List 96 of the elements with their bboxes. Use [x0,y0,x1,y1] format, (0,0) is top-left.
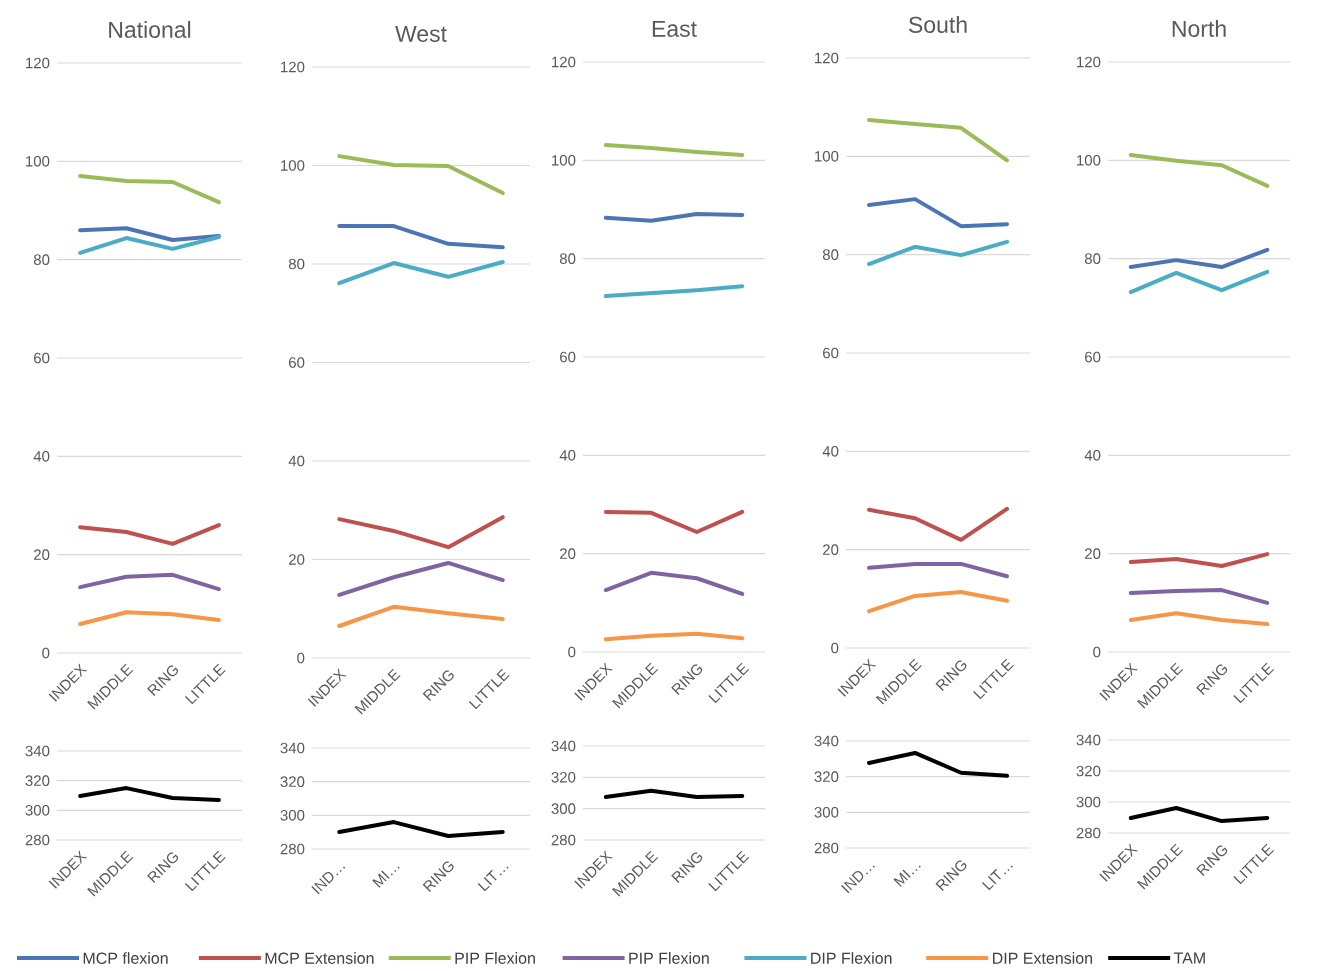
y-tick-label: 120 [281,61,305,73]
y-tick-label: 60 [823,347,839,359]
y-tick-label: 60 [289,357,305,368]
line-series [603,570,745,596]
y-tick-label: 280 [814,842,839,854]
y-tick-label: 80 [288,258,305,270]
legend-label: DIP Extension [993,952,1093,964]
y-tick-label: 300 [814,807,839,818]
y-tick-label: 40 [559,450,576,461]
y-tick-label: 60 [560,351,576,363]
legend-label: MCP flexion [83,952,168,964]
y-tick-label: 120 [815,52,839,64]
y-tick-label: 0 [831,642,839,654]
y-tick-label: 300 [1076,796,1101,808]
y-tick-label: 320 [25,775,50,786]
line-series [603,143,745,157]
line-series [867,117,1010,163]
line-series [1128,269,1270,295]
y-tick-label: 320 [551,772,576,783]
line-series [1128,152,1270,188]
y-tick-label: 340 [280,742,305,754]
y-tick-label: 40 [288,455,305,467]
line-series [867,506,1010,542]
line-series [867,239,1010,267]
x-tick-label: LIT… [981,865,1013,891]
y-tick-label: 0 [568,646,576,658]
y-tick-label: 20 [289,554,305,565]
line-series [337,515,505,550]
line-series [78,235,221,255]
y-tick-label: 300 [25,805,50,816]
y-tick-label: 60 [1085,351,1101,363]
y-tick-label: 120 [26,57,50,69]
line-series [603,211,745,223]
line-series [337,154,505,196]
legend-label: DIP Flexion [811,952,892,964]
y-tick-label: 100 [552,155,576,166]
y-tick-label: 40 [33,451,50,462]
y-tick-label: 340 [1076,734,1101,746]
y-tick-label: 100 [815,151,839,162]
y-tick-label: 340 [25,745,50,757]
x-tick-label: LIT… [477,866,509,892]
y-tick-label: 340 [551,740,576,752]
line-series [1128,588,1270,605]
line-series [78,572,221,592]
y-tick-label: 320 [814,771,839,782]
y-tick-label: 20 [1085,548,1101,559]
y-tick-label: 100 [26,156,50,167]
y-tick-label: 320 [1076,765,1101,777]
legend-label: MCP Extension [265,952,374,964]
y-tick-label: 280 [1076,827,1101,839]
y-tick-label: 80 [822,249,839,260]
y-tick-label: 20 [560,548,576,559]
y-tick-label: 100 [1077,155,1101,166]
y-tick-label: 280 [280,843,305,855]
y-tick-label: 300 [280,810,305,821]
y-tick-label: 320 [280,776,305,787]
y-tick-label: 40 [822,446,839,457]
y-tick-label: 60 [34,352,50,364]
y-tick-label: 120 [552,56,576,68]
chart-title: East [652,20,697,37]
y-tick-label: 20 [823,544,839,555]
y-tick-label: 80 [33,254,50,265]
y-tick-label: 340 [814,735,839,747]
line-series [867,197,1010,229]
y-tick-label: 80 [559,253,576,264]
x-tick-label: MI… [893,865,921,887]
chart-title: South [908,16,967,33]
chart-title: National [109,21,191,38]
line-series [78,610,221,626]
line-series [337,560,505,597]
line-series [867,750,1010,778]
line-series [78,174,221,205]
y-tick-label: 0 [42,647,50,659]
line-series [867,589,1010,614]
legend-label: PIP Flexion [629,952,709,964]
y-tick-label: 0 [297,652,305,664]
y-tick-label: 80 [1084,253,1101,264]
line-series [78,523,221,546]
chart-title: North [1172,20,1226,37]
y-tick-label: 280 [25,834,50,846]
y-tick-label: 0 [1093,646,1101,658]
y-tick-label: 300 [551,803,576,814]
y-tick-label: 120 [1077,56,1101,68]
line-series [1128,552,1270,568]
line-series [78,226,221,242]
x-tick-label: MI… [372,866,400,888]
y-tick-label: 280 [551,834,576,846]
line-series [78,786,221,802]
y-tick-label: 20 [34,549,50,560]
legend-label: PIP Flexion [455,952,535,964]
y-tick-label: 100 [281,160,305,171]
line-series [337,604,505,628]
line-series [337,260,505,286]
y-tick-label: 40 [1084,450,1101,461]
legend-label: TAM [1173,952,1205,964]
chart-title: West [395,25,447,42]
